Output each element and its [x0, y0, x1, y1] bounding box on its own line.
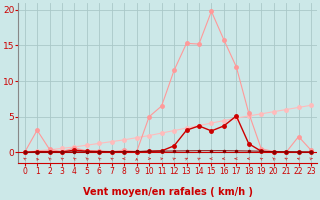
X-axis label: Vent moyen/en rafales ( km/h ): Vent moyen/en rafales ( km/h )	[83, 187, 253, 197]
